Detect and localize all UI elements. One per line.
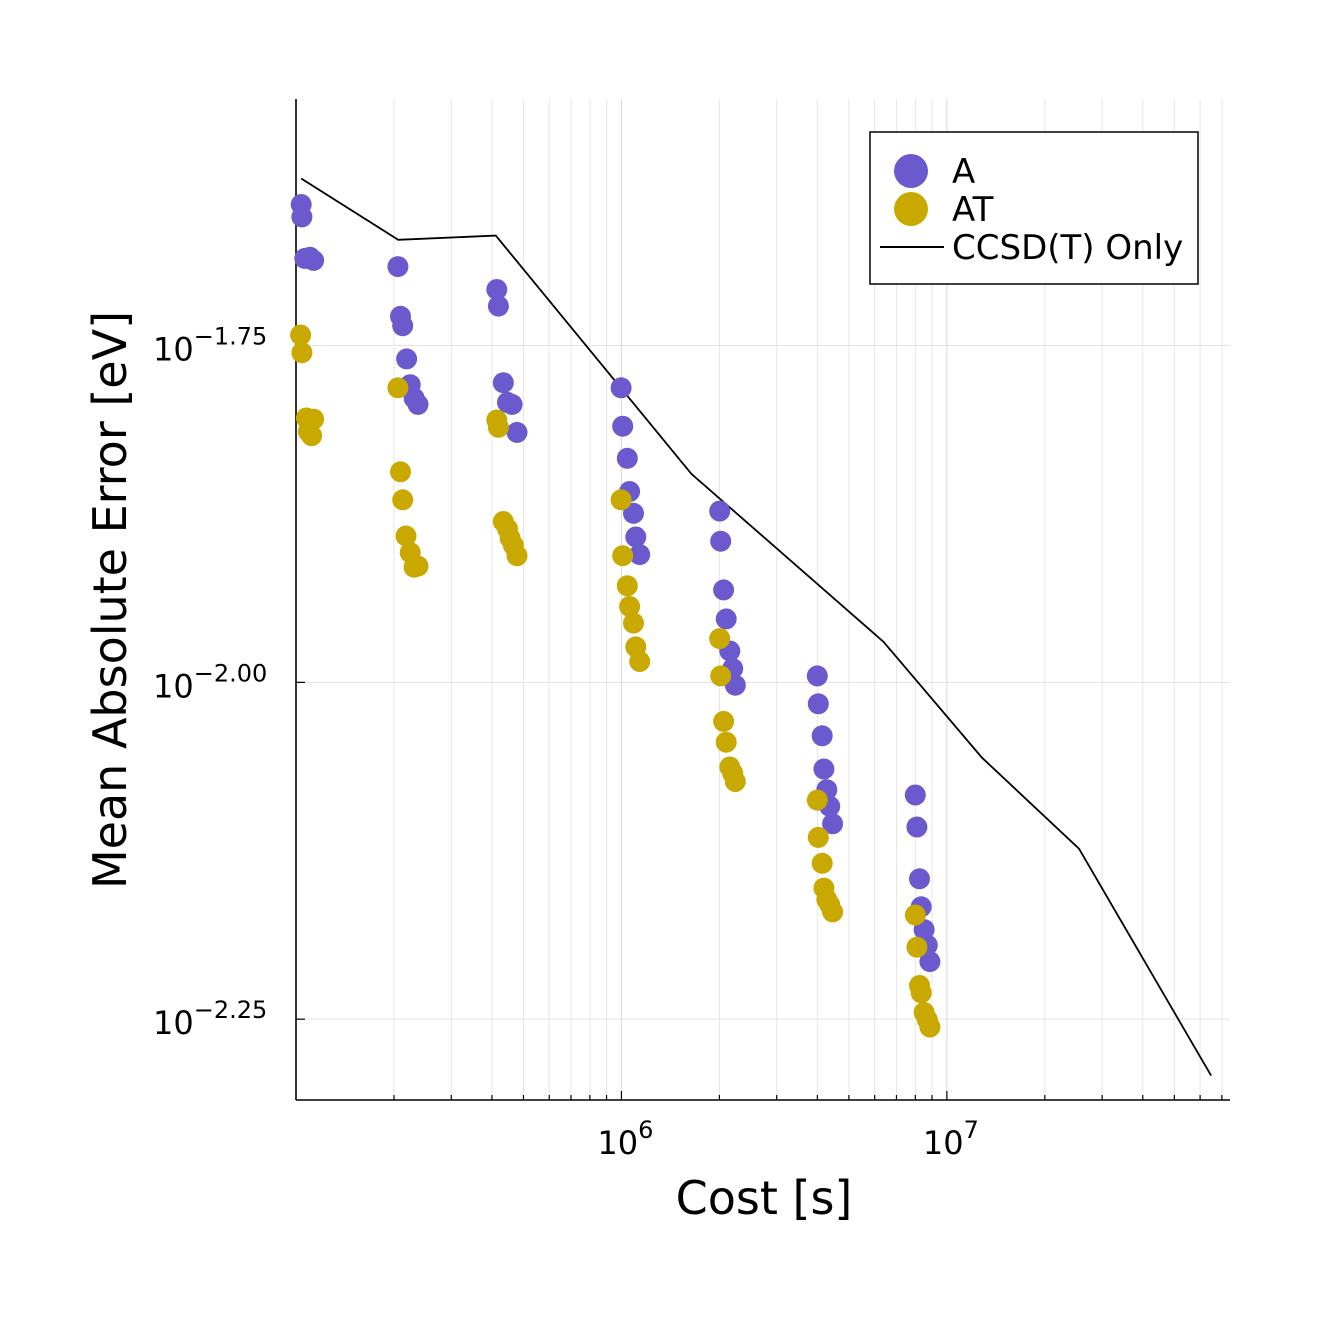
data-point-a [906, 816, 928, 838]
data-point-a [715, 608, 737, 630]
data-point-a [822, 813, 844, 835]
data-point-at [710, 665, 732, 687]
data-point-a [616, 447, 638, 469]
data-point-a [610, 377, 632, 399]
data-point-at [487, 416, 509, 438]
data-point-at [919, 1016, 941, 1038]
data-point-at [506, 545, 528, 567]
data-point-at [612, 545, 634, 567]
data-point-at [629, 651, 651, 672]
data-point-at [616, 575, 638, 597]
data-point-a [291, 206, 313, 228]
data-point-at [303, 408, 325, 430]
series-line-group [300, 177, 1212, 1077]
y-tick-label: 10−2.25 [153, 996, 267, 1042]
data-point-at [610, 489, 632, 511]
y-tick-label: 10−2.00 [153, 659, 267, 705]
data-point-a [807, 693, 829, 715]
data-point-at [811, 852, 833, 874]
data-point-at [387, 377, 409, 399]
data-point-at [822, 901, 844, 923]
data-point-a [909, 868, 930, 890]
ticks: 106 107 10−1.75 10−2.00 10−2.25 [153, 323, 1223, 1162]
data-point-a [506, 421, 528, 443]
data-point-a [811, 725, 833, 747]
y-axis-label: Mean Absolute Error [eV] [83, 311, 137, 889]
data-point-a [392, 315, 414, 337]
data-point-at [807, 826, 829, 848]
data-point-at [623, 612, 644, 634]
data-point-a [813, 758, 835, 780]
data-point-a [919, 951, 941, 973]
legend-label-ccsdt: CCSD(T) Only [952, 228, 1183, 268]
data-point-a [623, 502, 644, 524]
data-point-at [301, 425, 323, 447]
x-tick-label: 107 [923, 1116, 979, 1162]
data-point-a [629, 544, 651, 566]
data-point-at [715, 731, 737, 753]
data-point-a [486, 279, 508, 300]
x-tick-label: 106 [597, 1116, 653, 1162]
data-point-at [291, 342, 313, 364]
data-point-a [501, 393, 523, 415]
data-point-at [806, 789, 828, 811]
data-point-a [806, 665, 828, 687]
x-axis-label: Cost [s] [676, 1171, 853, 1225]
data-point-a [904, 784, 926, 806]
data-point-at [395, 525, 417, 547]
legend: A AT CCSD(T) Only [869, 131, 1199, 285]
data-point-at [619, 596, 641, 617]
data-point-a [710, 530, 732, 552]
legend-marker-AT [894, 192, 928, 226]
series-points-group [290, 194, 941, 1038]
data-point-at [392, 489, 414, 511]
data-point-a [492, 372, 514, 394]
legend-marker-A [894, 154, 928, 188]
data-point-at [713, 710, 735, 732]
data-point-at [709, 628, 731, 650]
data-point-a [303, 249, 325, 271]
legend-label-AT: AT [952, 190, 994, 230]
data-point-at [910, 982, 932, 1004]
data-point-a [407, 393, 429, 415]
data-point-a [713, 579, 735, 601]
data-point-at [407, 555, 429, 577]
grid [296, 99, 1230, 1100]
y-tick-label: 10−1.75 [153, 323, 267, 369]
data-point-a [396, 348, 418, 370]
data-point-at [724, 771, 746, 792]
data-point-a [625, 526, 647, 548]
data-point-at [906, 936, 928, 958]
data-point-a [709, 500, 731, 522]
legend-label-A: A [952, 152, 975, 192]
series-line-ccsdt [300, 177, 1212, 1077]
data-point-at [390, 461, 411, 483]
data-point-a [612, 415, 634, 437]
data-point-at [290, 324, 312, 346]
data-point-a [487, 295, 509, 317]
data-point-at [904, 904, 926, 926]
data-point-a [387, 256, 409, 278]
